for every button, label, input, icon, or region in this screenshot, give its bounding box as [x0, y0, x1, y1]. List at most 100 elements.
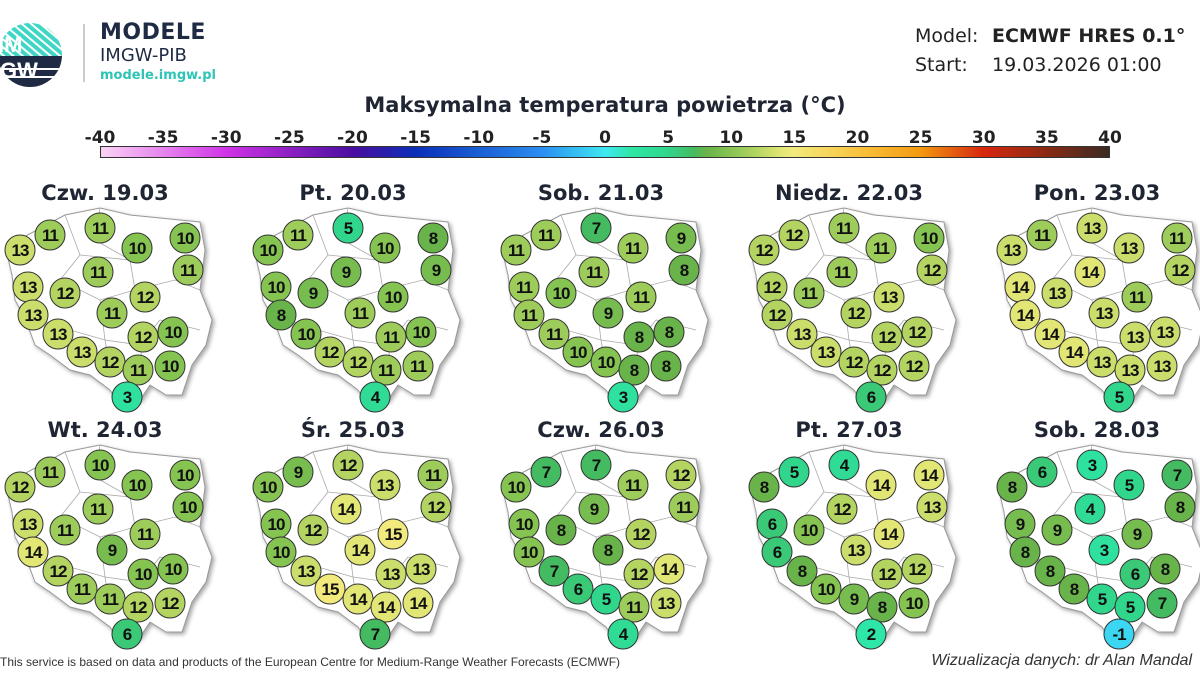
- temperature-marker: 9: [282, 456, 314, 488]
- temperature-value: 11: [873, 239, 890, 258]
- temperature-value: 11: [104, 304, 121, 323]
- temperature-marker: 14: [1074, 256, 1106, 288]
- temperature-value: 12: [834, 500, 851, 519]
- temperature-marker: 10: [500, 471, 532, 503]
- temperature-marker: 11: [538, 318, 570, 350]
- temperature-value: 8: [1176, 498, 1185, 517]
- temperature-marker: 10: [252, 234, 284, 266]
- poland-map: 11 10 12 10 10 11 10 13 11 11 14 9 10 10 12 11 11 12 12 6: [4, 444, 213, 650]
- temperature-marker: 8: [545, 514, 577, 546]
- temperature-marker: 13: [405, 553, 437, 585]
- temperature-value: 6: [773, 543, 782, 562]
- temperature-marker: 10: [157, 316, 189, 348]
- temperature-circle: [866, 354, 898, 386]
- temperature-marker: 14: [17, 536, 49, 568]
- temperature-value: 7: [1173, 466, 1182, 485]
- day-title: Sob. 21.03: [537, 181, 665, 205]
- temperature-marker: 12: [297, 514, 329, 546]
- temperature-circle: [865, 469, 897, 501]
- temperature-marker: 12: [154, 587, 186, 619]
- temperature-marker: 11: [1161, 222, 1193, 254]
- temperature-marker: 9: [297, 277, 329, 309]
- temperature-marker: 9: [96, 534, 128, 566]
- temperature-circle: [84, 449, 116, 481]
- colorbar-tick-label: 20: [845, 128, 870, 148]
- temperature-marker: 12: [901, 316, 933, 348]
- temperature-marker: 11: [34, 456, 66, 488]
- temperature-circle: [580, 212, 612, 244]
- temperature-circle: [314, 336, 346, 368]
- temperature-value: 13: [383, 565, 400, 584]
- day-title: Czw. 19.03: [41, 181, 169, 205]
- temperature-value: 12: [756, 241, 773, 260]
- temperature-marker: 5: [332, 212, 364, 244]
- temperature-circle: [650, 350, 682, 382]
- temperature-value: 12: [350, 353, 367, 372]
- temperature-value: 8: [1070, 580, 1079, 599]
- temperature-value: 13: [298, 562, 315, 581]
- day-title: Sob. 28.03: [1033, 418, 1161, 442]
- temperature-value: 11: [137, 525, 154, 544]
- colorbar-tick-label: 40: [1098, 128, 1122, 148]
- temperature-value: 9: [604, 304, 613, 323]
- temperature-circle: [370, 591, 402, 623]
- temperature-value: 10: [135, 565, 152, 584]
- temperature-circle: [49, 514, 81, 546]
- temperature-circle: [344, 297, 376, 329]
- temperature-circle: [530, 219, 562, 251]
- temperature-marker: 10: [562, 336, 594, 368]
- temperature-marker: 12: [129, 281, 161, 313]
- temperature-marker: 12: [332, 449, 364, 481]
- temperature-marker: 11: [828, 212, 860, 244]
- temperature-marker: 8: [618, 354, 650, 386]
- temperature-circle: [578, 256, 610, 288]
- temperature-marker: 13: [1113, 232, 1145, 264]
- temperature-marker: 14: [1058, 336, 1090, 368]
- temperature-value: 3: [1088, 456, 1097, 475]
- temperature-marker: 12: [901, 553, 933, 585]
- temperature-marker: 11: [34, 219, 66, 251]
- temperature-circle: [1164, 254, 1196, 286]
- temperature-value: 13: [413, 560, 430, 579]
- temperature-value: 14: [873, 476, 891, 495]
- temperature-marker: 11: [865, 232, 897, 264]
- temperature-marker: 7: [580, 212, 612, 244]
- temperature-circle: [370, 354, 402, 386]
- temperature-circle: [1009, 299, 1041, 331]
- temperature-marker: 14: [402, 587, 434, 619]
- temperature-marker: 11: [668, 491, 700, 523]
- temperature-value: 13: [50, 325, 67, 344]
- colorbar-tick-label: 30: [971, 128, 996, 148]
- temperature-value: 13: [20, 515, 37, 534]
- temperature-marker: 11: [84, 212, 116, 244]
- temperature-value: 10: [268, 515, 285, 534]
- temperature-value: 9: [850, 590, 859, 609]
- temperature-value: 9: [432, 261, 441, 280]
- temperature-circle: [169, 459, 201, 491]
- temperature-marker: 10: [405, 316, 437, 348]
- temperature-value: 12: [631, 565, 648, 584]
- temperature-marker: 8: [653, 316, 685, 348]
- temperature-marker: 11: [122, 354, 154, 386]
- brand-url-link[interactable]: modele.imgw.pl: [100, 68, 216, 83]
- temperature-circle: [1113, 232, 1145, 264]
- temperature-marker: 6: [111, 618, 143, 650]
- temperature-circle: [1103, 618, 1135, 650]
- temperature-circle: [1076, 212, 1108, 244]
- temperature-value: 8: [680, 261, 689, 280]
- temperature-circle: [1074, 256, 1106, 288]
- colorbar-tick-label: -5: [532, 128, 552, 148]
- temperature-value: 12: [924, 261, 941, 280]
- temperature-circle: [1041, 277, 1073, 309]
- temperature-circle: [129, 518, 161, 550]
- temperature-value: 10: [570, 343, 587, 362]
- temperature-circle: [1074, 493, 1106, 525]
- temperature-circle: [865, 232, 897, 264]
- temperature-value: 12: [879, 328, 896, 347]
- temperature-value: 12: [786, 226, 803, 245]
- region-border: [823, 254, 875, 261]
- temperature-marker: 5: [1113, 469, 1145, 501]
- temperature-value: 13: [12, 241, 29, 260]
- temperature-marker: 10: [260, 508, 292, 540]
